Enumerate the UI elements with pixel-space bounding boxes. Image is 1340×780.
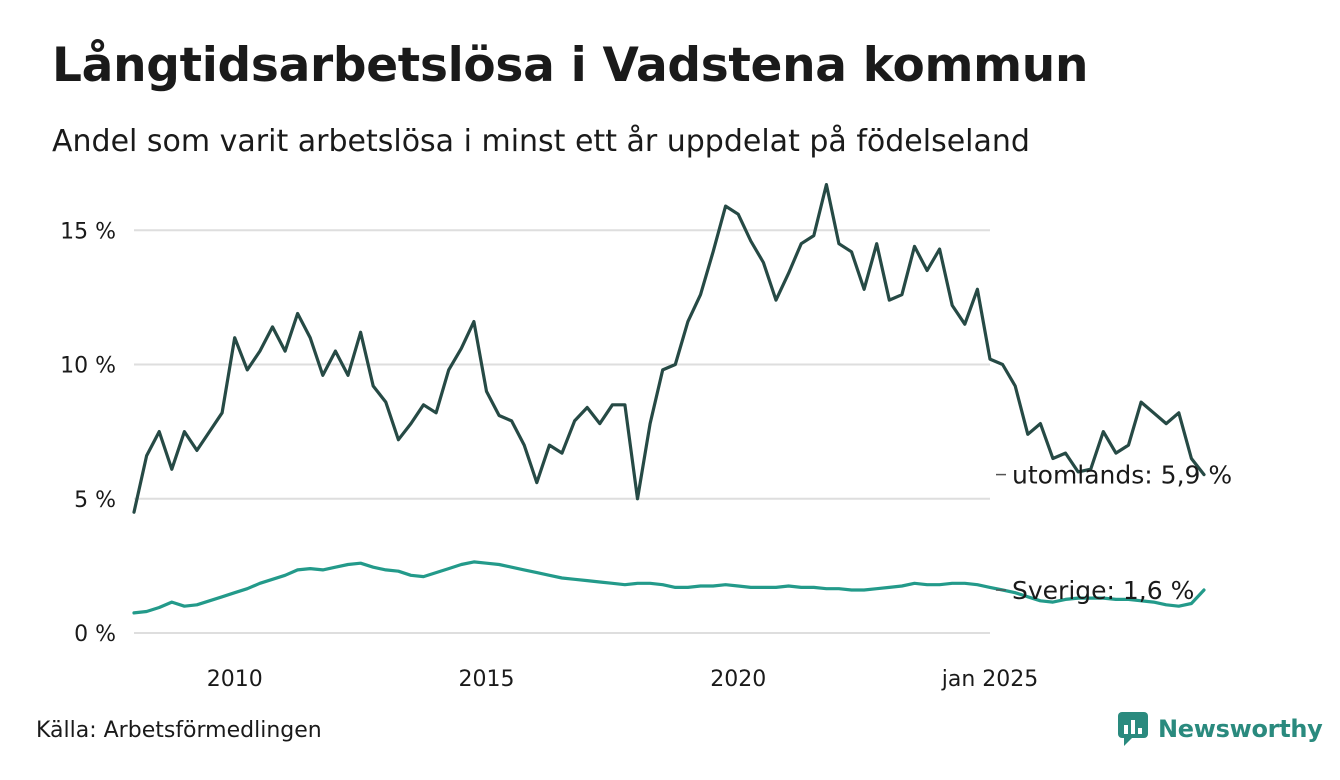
chart-subtitle: Andel som varit arbetslösa i minst ett å… — [52, 124, 1030, 159]
x-tick-label: jan 2025 — [941, 667, 1039, 692]
chart-title: Långtidsarbetslösa i Vadstena kommun — [52, 38, 1089, 93]
gridlines — [134, 229, 990, 634]
y-tick-label: 10 % — [60, 354, 116, 379]
y-axis-tick-labels: 0 % 5 % 10 % 15 % — [60, 219, 116, 647]
series-end-label: utomlands: 5,9 % — [1012, 461, 1232, 490]
line-chart: 0 % 5 % 10 % 15 % 2010 2015 2020 jan 2025 utom… — [60, 183, 1232, 692]
x-tick-label: 2020 — [710, 667, 766, 692]
x-tick-label: 2010 — [207, 667, 263, 692]
series-lines — [132, 183, 1206, 615]
series-end-label: Sverige: 1,6 % — [1012, 576, 1194, 605]
y-tick-label: 15 % — [60, 219, 116, 244]
brand-name: Newsworthy — [1158, 715, 1323, 743]
y-tick-label: 5 % — [74, 488, 116, 513]
y-tick-label: 0 % — [74, 622, 116, 647]
x-tick-label: 2015 — [458, 667, 514, 692]
x-axis-tick-labels: 2010 2015 2020 jan 2025 — [207, 667, 1039, 692]
source-note: Källa: Arbetsförmedlingen — [36, 718, 322, 743]
newsworthy-logo-icon — [1118, 712, 1148, 746]
series-line-utomlands — [132, 183, 1206, 514]
series-end-labels: utomlands: 5,9 % Sverige: 1,6 % — [996, 461, 1232, 605]
brand-logo: Newsworthy — [1118, 712, 1323, 746]
series-line-sverige — [132, 560, 1206, 615]
